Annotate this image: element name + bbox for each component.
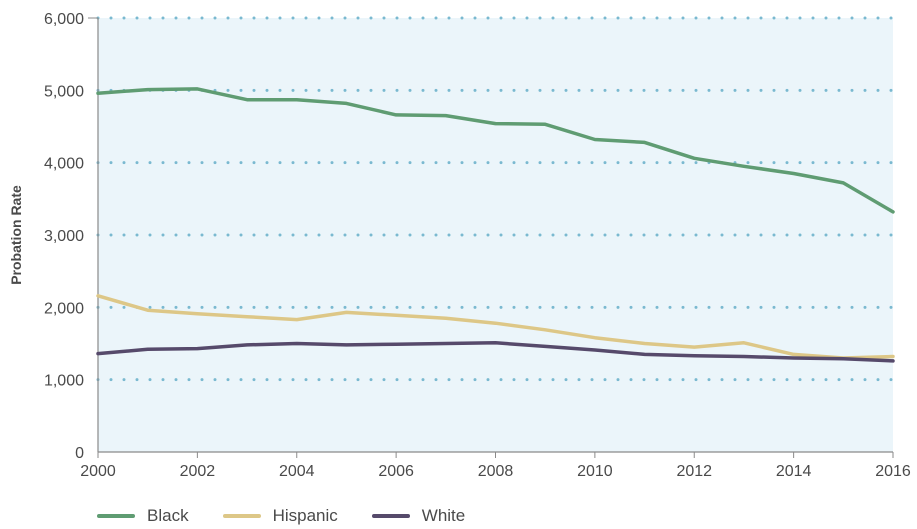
- y-tick-label: 3,000: [44, 228, 84, 245]
- x-tick-label: 2012: [676, 463, 712, 480]
- x-tick-label: 2006: [378, 463, 414, 480]
- y-tick-label: 1,000: [44, 373, 84, 390]
- y-tick-label: 0: [75, 445, 84, 462]
- legend-label-black: Black: [147, 506, 189, 525]
- x-tick-label: 2014: [776, 463, 812, 480]
- series-line-white: [96, 341, 895, 363]
- legend-item-white: White: [371, 506, 466, 526]
- series-lines: [96, 87, 895, 363]
- legend-swatch-hispanic: [222, 514, 261, 518]
- y-tick-label: 5,000: [44, 83, 84, 100]
- legend-swatch-black: [97, 514, 135, 518]
- x-tick-label: 2000: [80, 463, 116, 480]
- legend-label-hispanic: Hispanic: [272, 506, 338, 525]
- y-axis-title: Probation Rate: [8, 185, 24, 285]
- x-axis-ticks: 2000 2002 2004 2006 2008 2010 2012 2014 2016: [80, 452, 911, 480]
- series-line-hispanic: [96, 294, 895, 360]
- y-axis-ticks: 0 1,000 2,000 3,000 4,000 5,000 6,000: [44, 11, 84, 462]
- legend-swatch-white: [371, 514, 410, 518]
- legend-item-black: Black: [97, 506, 189, 526]
- x-tick-label: 2004: [279, 463, 315, 480]
- legend-label-white: White: [421, 506, 466, 525]
- line-chart: 0 1,000 2,000 3,000 4,000 5,000 6,000 2000 2002…: [8, 11, 911, 480]
- gridlines: [96, 16, 903, 382]
- x-tick-label: 2010: [577, 463, 613, 480]
- x-tick-label: 2016: [875, 463, 911, 480]
- series-line-black: [96, 87, 895, 214]
- x-tick-label: 2008: [478, 463, 514, 480]
- legend: Black Hispanic White: [97, 504, 465, 528]
- legend-item-hispanic: Hispanic: [222, 506, 338, 526]
- y-tick-label: 4,000: [44, 156, 84, 173]
- x-tick-label: 2002: [180, 463, 216, 480]
- y-tick-label: 6,000: [44, 11, 84, 28]
- y-tick-label: 2,000: [44, 300, 84, 317]
